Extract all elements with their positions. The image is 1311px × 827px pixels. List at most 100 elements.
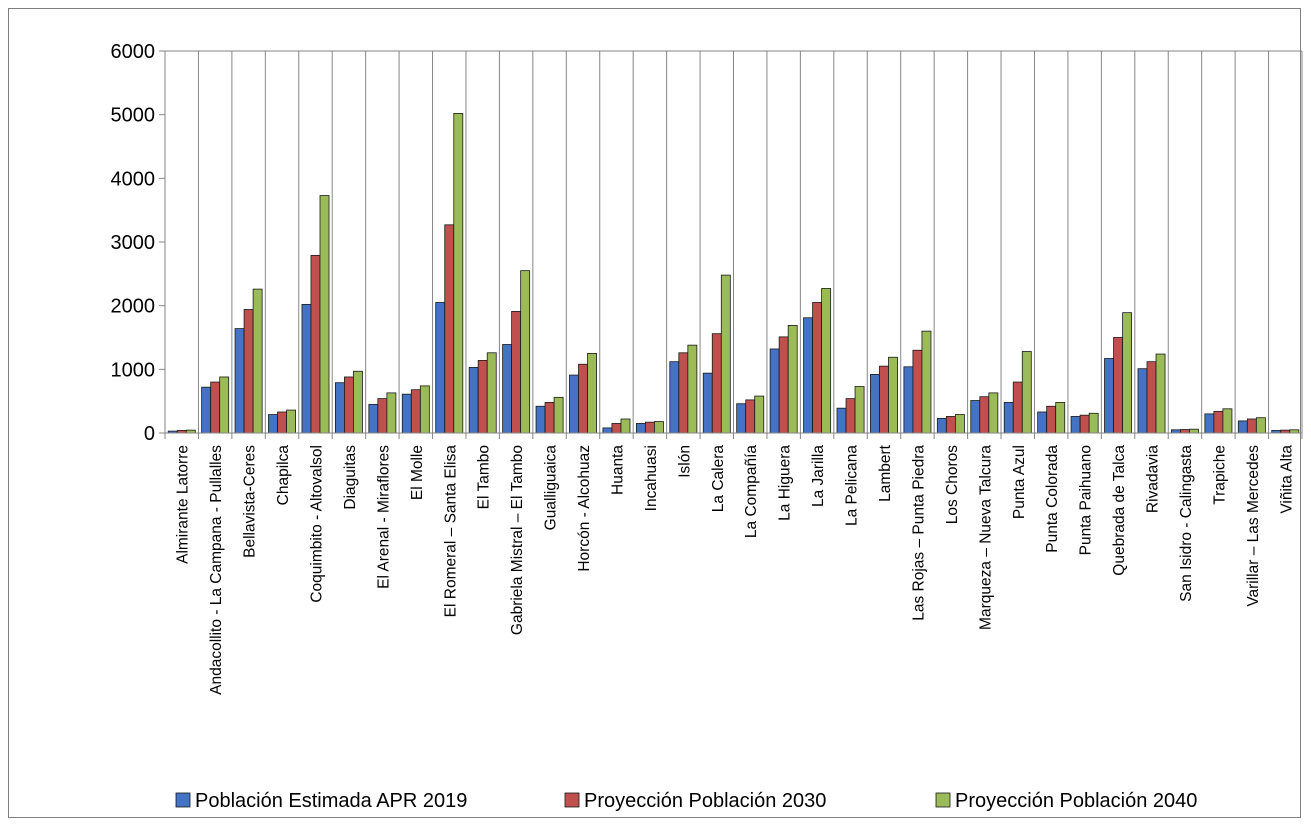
x-tick-label: La Higuera [777, 445, 794, 521]
bar [970, 400, 981, 434]
y-axis: 0 1000 2000 3000 4000 5000 6000 [111, 41, 166, 445]
x-tick-label: Horcón - Alcohuaz [576, 445, 593, 572]
bar [344, 376, 354, 434]
bar [654, 421, 664, 434]
x-tick-label: La Compañía [743, 445, 760, 538]
bar [1255, 417, 1266, 434]
bar [535, 405, 546, 434]
bar [1237, 420, 1248, 434]
bar [553, 396, 564, 434]
bar [1088, 412, 1099, 434]
bar [477, 360, 488, 434]
bar [252, 288, 263, 434]
x-tick-label: Punta Colorada [1044, 445, 1061, 553]
bar [243, 309, 254, 434]
x-tick-label: Islón [676, 445, 693, 478]
bar [286, 409, 296, 434]
bar [1037, 411, 1048, 434]
x-tick-label: La Jarilla [810, 445, 827, 507]
bar [611, 423, 622, 434]
y-tick-label: 1000 [111, 359, 156, 381]
bar [736, 403, 747, 434]
bar [711, 333, 722, 434]
legend-label: Proyección Población 2030 [584, 790, 826, 812]
bar [377, 398, 388, 434]
x-tick-label: Gualliguaica [543, 445, 560, 531]
legend-swatch [935, 792, 951, 808]
bar [945, 416, 956, 434]
bar [787, 325, 798, 434]
bar [444, 224, 455, 434]
bar [870, 374, 880, 434]
bar [1046, 405, 1057, 434]
bar [1021, 351, 1032, 434]
bar [1113, 337, 1123, 434]
x-tick-label: Coquimbito - Altovalsol [308, 445, 325, 603]
bar [678, 352, 689, 434]
bar [921, 330, 932, 434]
y-tick-label: 6000 [111, 41, 156, 63]
bar [1070, 416, 1081, 434]
bar [453, 112, 464, 434]
x-tick-label: Las Rojas – Punta Piedra [910, 445, 927, 621]
bar [903, 366, 914, 434]
x-tick-label: La Pelicana [844, 445, 861, 526]
bar [812, 302, 823, 434]
legend-swatch [564, 792, 580, 808]
bar [1012, 381, 1023, 434]
x-tick-label: Punta Azul [1011, 445, 1028, 519]
y-tick-label: 3000 [111, 232, 156, 254]
bar [419, 385, 430, 434]
legend-label: Proyección Población 2040 [955, 790, 1197, 812]
bar [754, 395, 765, 434]
x-tick-label: Lambert [877, 444, 894, 502]
x-tick-label: El Molle [409, 445, 426, 500]
bar [1189, 428, 1199, 434]
x-tick-label: Huanta [609, 445, 626, 495]
y-tick-label: 0 [144, 423, 155, 445]
bar [468, 367, 479, 434]
legend-label: Población Estimada APR 2019 [195, 790, 467, 812]
bar [644, 421, 655, 434]
y-tick-label: 2000 [111, 296, 156, 318]
bar [888, 356, 898, 434]
bar [687, 344, 698, 434]
bar [912, 349, 923, 434]
bar [720, 274, 731, 434]
legend: Población Estimada APR 2019 Proyección Po… [175, 790, 1197, 812]
bar [544, 402, 555, 434]
bar [502, 344, 513, 434]
bar [1137, 368, 1148, 434]
bar [669, 361, 680, 434]
bar [879, 365, 889, 434]
x-tick-label: Chapilca [275, 445, 292, 506]
bar [511, 310, 522, 434]
x-tick-label: El Romeral – Santa Elisa [442, 445, 459, 618]
bar [778, 336, 789, 434]
bar [1213, 410, 1224, 434]
y-tick-label: 4000 [111, 168, 156, 190]
x-tick-label: Bellavista-Ceres [242, 445, 259, 558]
bar [401, 393, 412, 434]
bar [268, 414, 278, 434]
bar [821, 288, 832, 434]
x-tick-label: Rivadavia [1145, 445, 1162, 513]
bar [1155, 353, 1166, 434]
bar [301, 303, 312, 434]
bar [1055, 402, 1066, 434]
bar [486, 352, 497, 434]
x-tick-label: Viñita Alta [1278, 445, 1295, 514]
bar [1104, 358, 1114, 434]
x-tick-label: Varillar – Las Mercedes [1245, 445, 1262, 607]
x-tick-label: Almirante Latorre [175, 445, 192, 564]
bar [210, 381, 221, 434]
x-tick-label: Incahuasi [643, 445, 660, 511]
bar [578, 363, 588, 434]
bars [167, 112, 1300, 434]
bar [353, 370, 363, 434]
bar [836, 407, 847, 434]
bar [803, 317, 813, 434]
bar [410, 389, 421, 434]
bar [769, 348, 780, 434]
